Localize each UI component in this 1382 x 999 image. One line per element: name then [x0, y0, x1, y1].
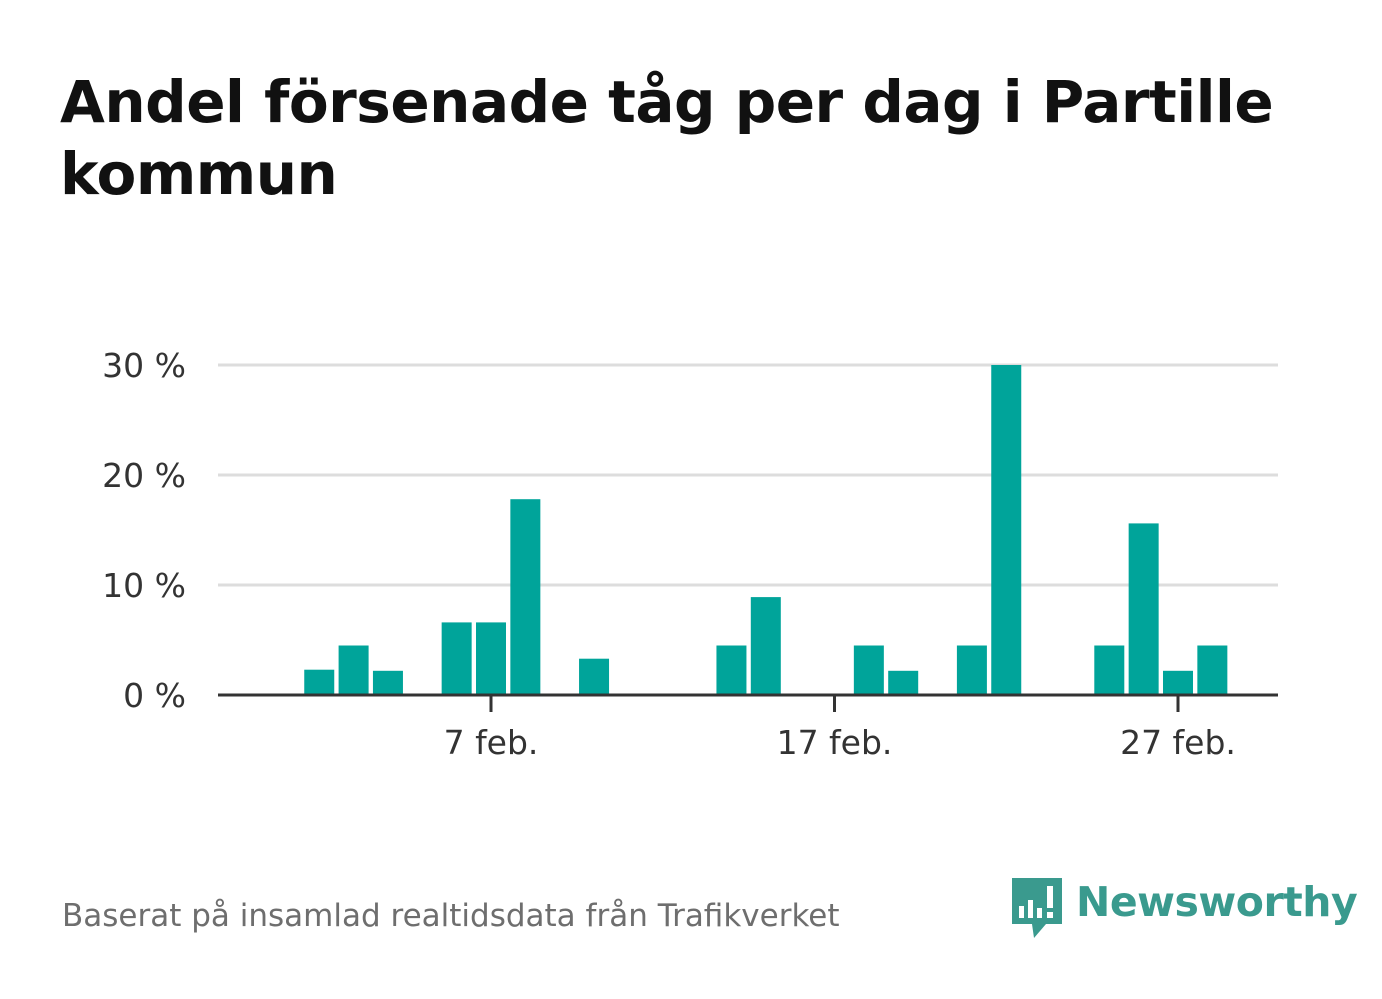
bar [372, 670, 403, 695]
bar [304, 669, 335, 695]
bar [956, 645, 987, 695]
x-tick-label: 7 feb. [444, 723, 539, 762]
source-note: Baserat på insamlad realtidsdata från Tr… [62, 898, 840, 934]
x-tick-label: 27 feb. [1120, 723, 1236, 762]
bar [1128, 523, 1159, 695]
x-tick-label: 17 feb. [777, 723, 893, 762]
brand-logo[interactable]: Newsworthy [1010, 876, 1358, 942]
brand-name: Newsworthy [1076, 878, 1358, 926]
y-tick-label: 20 % [102, 456, 186, 495]
bar [579, 658, 610, 695]
chart-title: Andel försenade tåg per dag i Partille k… [60, 68, 1274, 208]
bar [510, 499, 541, 695]
bars [304, 365, 1228, 695]
bar [888, 670, 919, 695]
bar [476, 622, 506, 695]
y-tick-label: 30 % [102, 346, 186, 385]
y-tick-label: 10 % [102, 566, 186, 605]
bar [716, 645, 747, 695]
bar [441, 622, 472, 695]
bar [338, 645, 369, 695]
newsworthy-logo-icon [1012, 878, 1062, 938]
gridlines [218, 363, 1278, 587]
bar [1197, 645, 1228, 695]
bar [991, 365, 1022, 695]
bar [750, 597, 781, 695]
bar [853, 645, 884, 695]
bar [1163, 670, 1193, 695]
y-tick-label: 0 % [123, 676, 186, 715]
axes: 0 % 10 % 20 % 30 % 7 feb. 17 feb. 27 feb. [102, 346, 1278, 762]
bar [1094, 645, 1125, 695]
